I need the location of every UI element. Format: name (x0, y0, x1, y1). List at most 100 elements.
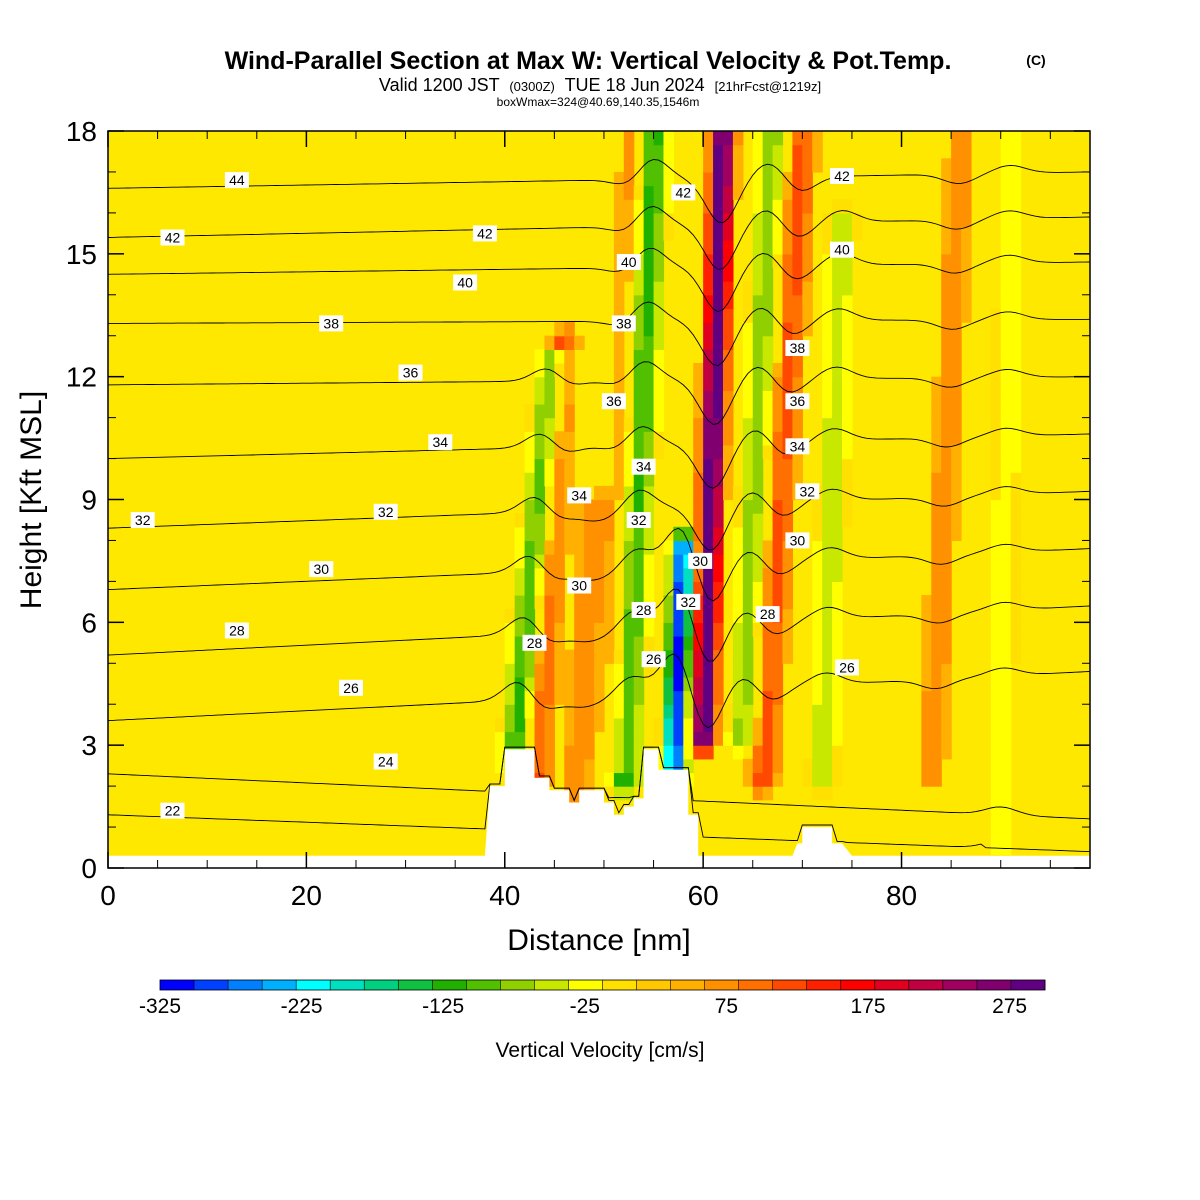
velocity-cell (772, 472, 784, 487)
velocity-cell (990, 581, 1002, 596)
velocity-cell (941, 581, 952, 596)
velocity-cell (802, 758, 813, 774)
velocity-cell (623, 417, 635, 432)
velocity-cell (703, 540, 714, 555)
velocity-cell (713, 690, 724, 705)
velocity-cell (524, 403, 536, 419)
velocity-cell (762, 294, 774, 310)
velocity-cell (812, 554, 823, 569)
velocity-cell (762, 185, 774, 200)
velocity-cell (812, 717, 823, 733)
label-box (567, 577, 592, 594)
velocity-cell (693, 581, 704, 596)
colorbar-swatch (976, 980, 1012, 990)
velocity-cell (713, 622, 724, 637)
velocity-cell (623, 595, 635, 610)
colorbar-swatch (330, 980, 365, 990)
velocity-cell (653, 717, 665, 733)
velocity-cell (772, 226, 784, 241)
velocity-cell (990, 335, 1002, 350)
copyright-mark: (C) (1026, 52, 1045, 68)
velocity-cell (663, 581, 674, 596)
label-box (626, 512, 651, 528)
velocity-cell (961, 199, 972, 214)
velocity-cell (633, 308, 645, 323)
velocity-cell (782, 199, 794, 214)
velocity-cell (663, 704, 674, 719)
velocity-cell (534, 458, 546, 473)
velocity-cell (722, 171, 734, 187)
velocity-cell (1010, 403, 1022, 419)
velocity-cell (732, 745, 744, 760)
velocity-cell (990, 308, 1002, 323)
velocity-cell (633, 540, 645, 555)
velocity-cell (792, 253, 803, 269)
label-text: 40 (457, 275, 473, 291)
colorbar-swatch (466, 980, 501, 990)
label-text: 30 (314, 561, 330, 577)
velocity-cell (514, 704, 526, 719)
velocity-cell (643, 417, 655, 432)
velocity-cell (752, 540, 764, 555)
velocity-cell (703, 635, 714, 651)
velocity-cell (822, 417, 833, 432)
y-tick-label: 9 (81, 485, 97, 516)
velocity-cell (832, 349, 843, 364)
velocity-cell (782, 595, 794, 610)
velocity-cell (752, 226, 764, 241)
velocity-cell (752, 335, 764, 350)
velocity-cell (951, 349, 962, 364)
velocity-cell (772, 131, 784, 146)
velocity-cell (603, 567, 615, 582)
theta-contour-label: 30 (785, 532, 810, 549)
velocity-cell (931, 458, 942, 473)
label-text: 36 (403, 365, 419, 381)
velocity-cell (1000, 199, 1012, 214)
label-box (830, 168, 854, 184)
colorbar: -325 -225 -125 -25 75 175 275 (139, 979, 1046, 1018)
velocity-cell (643, 308, 655, 323)
velocity-cell (623, 745, 635, 760)
velocity-cell (603, 581, 615, 596)
velocity-cell (732, 704, 744, 719)
velocity-cell (782, 649, 794, 664)
velocity-cell (832, 485, 843, 501)
velocity-cell (594, 540, 605, 555)
velocity-cell (752, 199, 764, 214)
velocity-cell (713, 171, 724, 187)
velocity-cell (1000, 281, 1012, 296)
theta-contour-label: 38 (611, 315, 636, 332)
velocity-cell (524, 663, 536, 678)
velocity-cell (713, 185, 724, 200)
velocity-cell (663, 731, 674, 746)
velocity-cell (722, 335, 734, 350)
velocity-cell (941, 281, 952, 296)
velocity-cell (732, 144, 744, 159)
velocity-cell (772, 212, 784, 228)
velocity-cell (534, 554, 546, 569)
velocity-cell (623, 717, 635, 733)
velocity-cell (941, 349, 952, 364)
velocity-cell (713, 458, 724, 473)
velocity-cell (623, 663, 635, 678)
velocity-cell (514, 540, 526, 555)
velocity-cell (683, 649, 694, 664)
velocity-cell (951, 363, 962, 378)
velocity-cell (594, 690, 605, 705)
velocity-cell (703, 267, 714, 282)
velocity-cell (752, 717, 764, 733)
velocity-cell (673, 731, 684, 746)
label-text: 28 (636, 602, 652, 618)
theta-contour-label: 22 (160, 802, 185, 819)
velocity-cell (584, 567, 595, 582)
velocity-cell (613, 403, 625, 419)
velocity-cell (822, 526, 833, 542)
velocity-cell (663, 608, 674, 623)
velocity-cell (703, 499, 714, 514)
velocity-cell (752, 322, 764, 337)
velocity-cell (653, 390, 665, 405)
velocity-cell (683, 772, 694, 787)
velocity-cell (713, 499, 724, 514)
velocity-cell (613, 376, 625, 391)
velocity-cell (762, 704, 774, 719)
